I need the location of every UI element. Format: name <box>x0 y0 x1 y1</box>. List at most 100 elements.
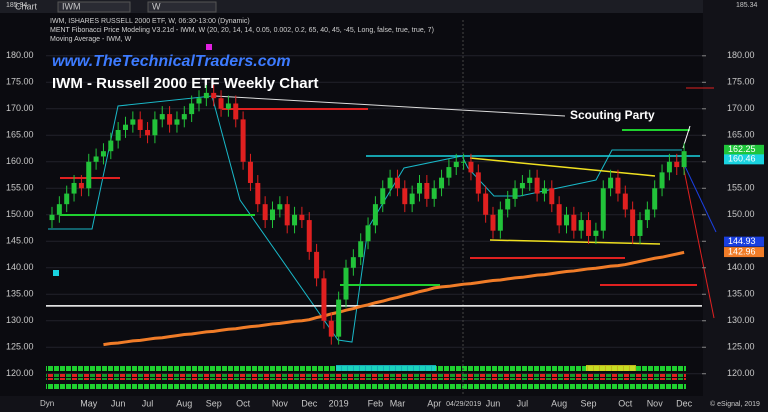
x-tick-label: Jun <box>486 398 501 408</box>
header-line: Moving Average - IWM, W <box>50 36 132 43</box>
y-tick-label: 120.00 <box>6 368 34 378</box>
candle-body <box>328 320 334 337</box>
x-tick-label: 04/29/2019 <box>446 401 481 408</box>
candle-body <box>203 92 209 99</box>
candle-body <box>358 241 364 258</box>
marker <box>53 270 59 276</box>
trend-line <box>469 157 656 177</box>
trend-line <box>489 239 661 245</box>
y-tick-label: 130.00 <box>6 315 34 325</box>
y2-tick-label: 135.00 <box>727 289 755 299</box>
footer: Dyn <box>40 399 54 408</box>
y2-tick-label: 120.00 <box>727 368 755 378</box>
candle-body <box>115 129 121 141</box>
header-line: IWM, ISHARES RUSSELL 2000 ETF, W, 06:30-… <box>50 18 250 25</box>
candle-body <box>534 177 540 194</box>
candle-body <box>181 114 187 120</box>
candle-body <box>93 156 99 162</box>
y-tick-label: 140.00 <box>6 262 34 272</box>
x-tick-label: Apr <box>427 398 441 408</box>
candle-body <box>137 119 143 130</box>
y-tick-label: 170.00 <box>6 103 34 113</box>
projection-line <box>681 159 717 233</box>
candle-body <box>292 214 298 226</box>
y-tick-label: 125.00 <box>6 342 34 352</box>
candle-body <box>519 182 525 189</box>
candle-body <box>666 161 672 173</box>
candle-body <box>409 193 415 205</box>
price-label: 162.25 <box>728 144 756 154</box>
y2-tick-label: 150.00 <box>727 209 755 219</box>
symbol-box[interactable] <box>57 1 131 13</box>
candle-body <box>240 119 246 162</box>
candle-body <box>468 161 474 173</box>
candle-body <box>630 209 636 236</box>
candle-body <box>622 193 628 210</box>
y2-tick-label: 140.00 <box>727 262 755 272</box>
right-axis-panel <box>703 0 768 412</box>
x-tick-label: Sep <box>581 398 597 408</box>
candle-body <box>225 103 231 109</box>
candle-body <box>306 220 312 252</box>
candle-body <box>475 172 481 194</box>
y2-tick-label: 130.00 <box>727 315 755 325</box>
top-value: 185.34 <box>6 2 28 9</box>
candle-body <box>255 182 261 205</box>
chart-title: IWM - Russell 2000 ETF Weekly Chart <box>52 75 318 92</box>
y-tick-label: 155.00 <box>6 183 34 193</box>
candle-body <box>270 209 275 221</box>
candle-body <box>608 177 614 189</box>
interval[interactable]: W <box>152 1 161 11</box>
candle-body <box>350 257 356 268</box>
price-model-line <box>48 95 682 343</box>
candle-body <box>49 214 55 221</box>
candle-body <box>431 188 437 199</box>
marker <box>206 44 212 50</box>
candle-body <box>380 188 386 205</box>
candle-body <box>615 177 621 194</box>
candle-body <box>336 299 342 337</box>
candle-body <box>145 129 151 136</box>
moving-average <box>103 250 685 347</box>
y-tick-label: 175.00 <box>6 77 34 87</box>
indicator-strip <box>46 374 686 380</box>
candle-body <box>402 188 408 205</box>
candle-body <box>681 151 687 168</box>
candle-body <box>394 177 400 189</box>
candle-body <box>512 188 518 199</box>
candle-body <box>100 151 106 157</box>
projection-line <box>681 159 715 319</box>
annotation: Scouting Party <box>570 108 655 122</box>
candle-body <box>218 98 224 109</box>
candle-body <box>174 119 180 125</box>
candle-body <box>637 220 643 236</box>
x-tick-label: Feb <box>368 398 384 408</box>
candle-body <box>196 98 202 104</box>
indicator-strip <box>336 365 436 371</box>
candle-body <box>78 182 84 189</box>
price-label: 160.46 <box>728 154 756 164</box>
candle-body <box>446 167 452 178</box>
x-tick-label: 2019 <box>329 398 349 408</box>
y-tick-label: 180.00 <box>6 50 34 60</box>
price-label-box <box>724 247 764 258</box>
x-tick-label: Aug <box>176 398 192 408</box>
x-tick-label: Dec <box>676 398 693 408</box>
candle-body <box>64 193 70 205</box>
y-tick-label: 165.00 <box>6 130 34 140</box>
interval-box[interactable] <box>147 1 217 13</box>
symbol[interactable]: IWM <box>62 1 81 11</box>
candle-body <box>130 119 136 125</box>
connector-line <box>214 95 566 117</box>
x-tick-label: Jul <box>517 398 529 408</box>
candle-body <box>108 140 114 152</box>
y-tick-label: 145.00 <box>6 236 34 246</box>
candle-body <box>586 220 592 236</box>
candle-body <box>299 214 305 221</box>
candle-body <box>674 161 680 168</box>
tab[interactable]: Chart <box>15 1 38 11</box>
x-axis-panel <box>0 396 768 412</box>
candle-body <box>86 161 92 189</box>
candle-body <box>527 177 533 183</box>
